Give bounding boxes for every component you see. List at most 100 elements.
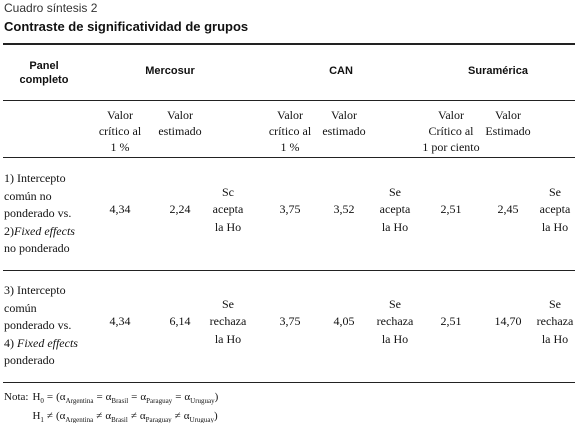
paren: ) — [214, 391, 219, 403]
text-italic: Fixed effects — [17, 335, 78, 350]
line: 2,24 — [169, 202, 191, 217]
operator: ≠ — [130, 410, 137, 423]
table-cell: 4,34 — [92, 162, 148, 258]
table-cell: Se rechaza la Ho — [208, 274, 248, 370]
line: Se — [389, 184, 401, 199]
line: 2,51 — [440, 314, 462, 329]
line: Se — [549, 184, 561, 199]
table-cell: 3,52 — [318, 162, 370, 258]
alpha: α — [183, 410, 190, 423]
group-header: CAN — [329, 65, 353, 78]
operator: = — [46, 391, 54, 403]
table-cell: 4,34 — [92, 274, 148, 370]
table-cell: 3,75 — [262, 162, 318, 258]
line: 1 % — [110, 140, 130, 154]
subheader: Valor estimado — [318, 107, 370, 155]
group-header: Suramérica — [468, 65, 528, 78]
paren: ( — [56, 391, 60, 403]
note-grid: Nota: H0 = (αArgentina = αBrasil = αParaguay = αU… — [4, 390, 218, 423]
line: 1 por ciento — [422, 140, 480, 154]
line: Sc — [222, 184, 234, 199]
line: 4,05 — [333, 314, 355, 329]
line: Crítico al — [428, 124, 474, 138]
line: Valor — [438, 108, 464, 122]
line: ponderado — [4, 353, 55, 368]
alpha: α — [105, 391, 112, 403]
alpha: α — [105, 410, 112, 423]
operator: ≠ — [96, 410, 103, 423]
line: Valor — [167, 108, 193, 122]
line: 4) Fixed effects — [4, 335, 90, 353]
table-cell: Se acepta la Ho — [370, 162, 420, 258]
line: Se — [389, 296, 401, 311]
line: crítico al — [268, 124, 312, 138]
table-cell: 2,45 — [482, 162, 534, 258]
subscript: 0 — [40, 397, 44, 406]
line: la Ho — [541, 219, 569, 234]
operator: ≠ — [174, 410, 181, 423]
title: Contraste de significatividad de grupos — [4, 19, 249, 34]
line: acepta — [212, 202, 244, 217]
operator: ≠ — [46, 410, 53, 423]
symbol: H — [32, 391, 41, 403]
symbol: H — [32, 410, 41, 423]
line: común no — [4, 188, 52, 203]
line: rechaza — [536, 314, 574, 329]
line: 1) Intercepto — [4, 171, 66, 186]
text: 2) — [4, 223, 14, 238]
alpha: α — [139, 410, 146, 423]
line: Valor — [107, 108, 133, 122]
table-cell: Sc acepta la Ho — [208, 162, 248, 258]
line: 3,52 — [333, 202, 355, 217]
line: no ponderado — [4, 241, 70, 256]
line: Valor — [331, 108, 357, 122]
table-cell: 4,05 — [318, 274, 370, 370]
line: ponderado vs. — [4, 206, 72, 221]
alpha: α — [184, 391, 191, 403]
line: 3,75 — [279, 314, 301, 329]
rule — [3, 157, 575, 158]
text-italic: Fixed effects — [14, 223, 75, 238]
hypothesis: H1 ≠ (αArgentina ≠ αBrasil ≠ αParaguay ≠ αUrugua… — [32, 409, 218, 423]
subscript: Paraguay — [145, 416, 172, 423]
rule — [3, 270, 575, 271]
line: Valor — [495, 108, 521, 122]
line: rechaza — [376, 314, 414, 329]
line: estimado — [158, 124, 202, 138]
line: 14,70 — [494, 314, 522, 329]
text: 4) — [4, 335, 17, 350]
note: Nota: H0 = (αArgentina = αBrasil = αParaguay = αU… — [4, 390, 218, 423]
line: acepta — [539, 202, 571, 217]
row-label: 1) Intercepto común no ponderado vs. 2)Fixe… — [4, 162, 90, 266]
alpha: α — [59, 391, 66, 403]
line: Estimado — [485, 124, 531, 138]
table-cell: 2,51 — [420, 162, 482, 258]
line: 4,34 — [109, 314, 131, 329]
table-cell: 3,75 — [262, 274, 318, 370]
line: completo — [19, 74, 69, 86]
subheader: Valor Estimado — [482, 107, 534, 155]
group-header: Mercosur — [145, 65, 195, 78]
subheader: Valor estimado — [152, 107, 208, 155]
line: 2,51 — [440, 202, 462, 217]
paren: ) — [213, 410, 218, 423]
subscript: Argentina — [65, 416, 94, 423]
line: común — [4, 300, 37, 315]
line: 2)Fixed effects — [4, 223, 90, 241]
table-cell: 14,70 — [482, 274, 534, 370]
line: la Ho — [381, 331, 409, 346]
operator: = — [131, 391, 138, 403]
alpha: α — [59, 410, 66, 423]
rule — [3, 43, 575, 45]
subscript: Uruguay — [189, 416, 214, 423]
line: 6,14 — [169, 314, 191, 329]
line: crítico al — [98, 124, 142, 138]
rule — [3, 382, 575, 383]
caption: Cuadro síntesis 2 — [4, 1, 98, 15]
line: 4,34 — [109, 202, 131, 217]
line: 3) Intercepto — [4, 283, 66, 298]
subscript: Paraguay — [146, 397, 173, 406]
line: estimado — [322, 124, 366, 138]
line: ponderado vs. — [4, 318, 72, 333]
